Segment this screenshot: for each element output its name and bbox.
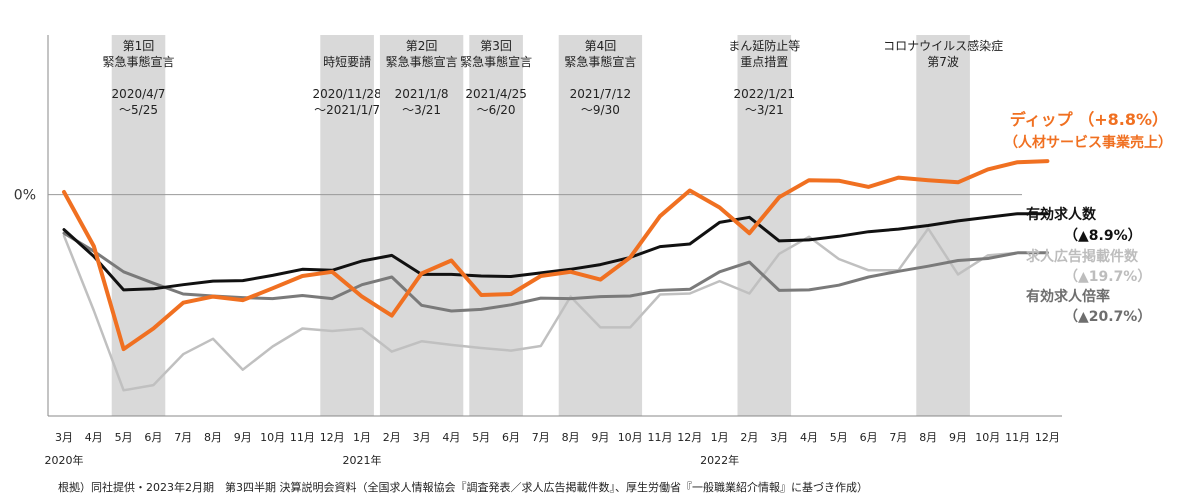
x-tick-label: 4月 xyxy=(85,431,103,444)
event-band xyxy=(558,35,643,416)
x-tick-label: 9月 xyxy=(591,431,609,444)
x-tick-label: 6月 xyxy=(860,431,878,444)
event-band-label: 緊急事態宣言 xyxy=(102,54,174,69)
event-band-label: 2020/11/28 xyxy=(313,87,382,101)
x-year-label: 2020年 xyxy=(45,453,84,467)
x-tick-label: 12月 xyxy=(1035,431,1060,444)
series-label-ad-listings: 求人広告掲載件数 xyxy=(1026,248,1139,265)
event-band-label: 第1回 xyxy=(123,39,155,53)
event-band-label: 第3回 xyxy=(480,39,512,53)
event-band-label: 2020/4/7 xyxy=(112,87,166,101)
event-band-label: 2021/1/8 xyxy=(395,87,449,101)
source-note: 根拠）同社提供・2023年2月期 第3四半期 決算説明会資料（全国求人情報協会『… xyxy=(58,480,868,494)
x-tick-label: 7月 xyxy=(889,431,907,444)
event-band-label: 緊急事態宣言 xyxy=(386,54,458,69)
x-tick-label: 2月 xyxy=(740,431,758,444)
series-label-dip: ディップ （+8.8%） xyxy=(1010,110,1168,129)
x-tick-label: 12月 xyxy=(677,431,702,444)
event-band-label: コロナウイルス感染症 xyxy=(883,38,1003,53)
x-tick-label: 4月 xyxy=(442,431,460,444)
event-bands: 第1回緊急事態宣言2020/4/7～5/25時短要請2020/11/28～202… xyxy=(102,35,1003,416)
x-tick-label: 5月 xyxy=(115,431,133,444)
series-label-job-ratio: 有効求人倍率 xyxy=(1026,288,1110,305)
event-band-label: 2021/4/25 xyxy=(465,87,527,101)
x-tick-label: 9月 xyxy=(949,431,967,444)
x-tick-label: 11月 xyxy=(290,431,315,444)
event-band-label: ～6/20 xyxy=(477,103,516,117)
series-line xyxy=(62,159,1050,352)
event-band-label: 緊急事態宣言 xyxy=(564,54,636,69)
event-band-label: 2022/1/21 xyxy=(734,87,796,101)
x-tick-label: 8月 xyxy=(919,431,937,444)
event-band-label: ～5/25 xyxy=(119,103,158,117)
x-tick-label: 4月 xyxy=(800,431,818,444)
y-zero-label: 0% xyxy=(14,188,36,204)
x-tick-label: 5月 xyxy=(830,431,848,444)
series-sublabel-job-openings: （▲8.9%） xyxy=(1064,228,1142,244)
x-tick-label: 11月 xyxy=(648,431,673,444)
series-sublabel-job-ratio: （▲20.7%） xyxy=(1064,309,1151,325)
event-band-label: 第4回 xyxy=(585,39,617,53)
event-band xyxy=(111,35,166,416)
series-line xyxy=(62,212,1049,292)
x-tick-label: 6月 xyxy=(502,431,520,444)
event-band-label: 第2回 xyxy=(406,39,438,53)
x-tick-label: 8月 xyxy=(562,431,580,444)
x-tick-label: 3月 xyxy=(413,431,431,444)
series-label-job-openings: 有効求人数 xyxy=(1026,206,1097,223)
x-year-label: 2022年 xyxy=(700,453,739,467)
x-tick-label: 10月 xyxy=(975,431,1000,444)
event-band-label: まん延防止等 xyxy=(728,38,800,53)
event-band-label: 時短要請 xyxy=(323,55,371,69)
event-band-label: 2021/7/12 xyxy=(570,87,632,101)
x-tick-label: 11月 xyxy=(1005,431,1030,444)
event-band-label: ～3/21 xyxy=(745,103,784,117)
event-band-label: 重点措置 xyxy=(740,55,788,69)
event-band xyxy=(469,35,523,416)
event-band-label: ～2021/1/7 xyxy=(314,103,380,117)
x-tick-label: 2月 xyxy=(383,431,401,444)
x-year-label: 2021年 xyxy=(343,453,382,467)
event-band xyxy=(737,35,792,416)
x-tick-label: 7月 xyxy=(532,431,550,444)
x-tick-label: 3月 xyxy=(55,431,73,444)
series-lines xyxy=(62,159,1050,392)
x-tick-label: 10月 xyxy=(260,431,285,444)
x-tick-label: 6月 xyxy=(144,431,162,444)
x-tick-labels: 3月 4月 5月 6月 7月 8月 9月 10月 11月 12月 1月 2月 3月 4月 5月 6月 7月 8月 9… xyxy=(45,431,1060,467)
x-tick-label: 9月 xyxy=(234,431,252,444)
x-tick-label: 7月 xyxy=(174,431,192,444)
series-sublabel-ad-listings: （▲19.7%） xyxy=(1064,269,1151,285)
x-tick-label: 10月 xyxy=(618,431,643,444)
event-band xyxy=(320,35,374,416)
event-band-label: ～3/21 xyxy=(402,103,441,117)
event-band xyxy=(379,35,464,416)
x-tick-label: 3月 xyxy=(770,431,788,444)
x-tick-label: 8月 xyxy=(204,431,222,444)
series-line xyxy=(62,227,1049,392)
event-band-label: ～9/30 xyxy=(581,103,620,117)
x-tick-label: 1月 xyxy=(711,431,729,444)
x-tick-label: 5月 xyxy=(472,431,490,444)
series-sublabel-dip: （人材サービス事業売上） xyxy=(1004,134,1172,151)
event-band-label: 第7波 xyxy=(927,55,959,69)
event-band-label: 緊急事態宣言 xyxy=(460,54,532,69)
x-tick-label: 1月 xyxy=(353,431,371,444)
x-tick-label: 12月 xyxy=(320,431,345,444)
